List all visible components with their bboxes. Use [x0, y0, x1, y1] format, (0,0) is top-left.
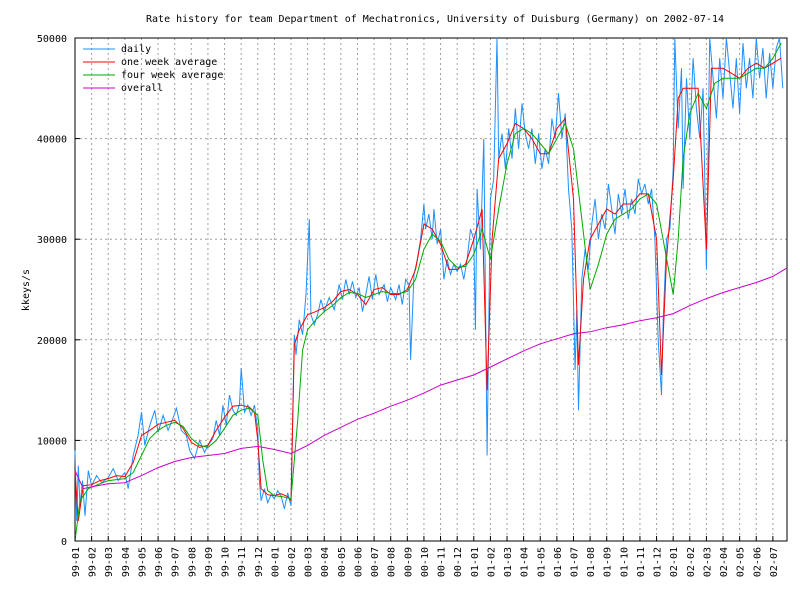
- x-tick-label: 01-02: [486, 547, 497, 577]
- x-tick-label: 00-07: [370, 547, 381, 577]
- x-axis-ticks: 99-01 99-02 99-03 99-04 99-05 99-06 99-07 99-08…: [71, 536, 780, 577]
- legend-label: four week average: [121, 70, 223, 81]
- x-tick-label: 02-06: [752, 547, 763, 577]
- x-tick-label: 02-01: [669, 547, 680, 577]
- series-daily-line: [74, 37, 784, 521]
- chart-title: Rate history for team Department of Mech…: [146, 14, 724, 25]
- x-tick-label: 01-09: [603, 547, 614, 577]
- x-tick-label: 00-04: [320, 547, 331, 577]
- x-tick-label: 99-01: [71, 547, 82, 577]
- grid-lines: [75, 38, 787, 541]
- x-tick-label: 99-04: [121, 547, 132, 577]
- x-tick-label: 01-03: [503, 547, 514, 577]
- x-tick-label: 99-06: [154, 547, 165, 577]
- x-tick-label: 00-11: [437, 547, 448, 577]
- x-tick-label: 00-01: [270, 547, 281, 577]
- x-tick-label: 99-07: [171, 547, 182, 577]
- x-tick-label: 01-10: [619, 547, 630, 577]
- x-tick-label: 00-09: [403, 547, 414, 577]
- x-tick-label: 01-05: [536, 547, 547, 577]
- y-tick-label: 0: [61, 537, 67, 548]
- legend-label: one week average: [121, 57, 217, 68]
- x-tick-label: 99-12: [254, 547, 265, 577]
- y-axis-label: kkeys/s: [21, 269, 32, 311]
- x-tick-label: 02-02: [686, 547, 697, 577]
- x-tick-label: 99-11: [237, 547, 248, 577]
- x-tick-label: 01-04: [520, 547, 531, 577]
- x-tick-label: 02-04: [719, 547, 730, 577]
- legend-label: overall: [121, 83, 163, 94]
- series-one-week-average-line: [74, 57, 782, 521]
- x-tick-label: 01-06: [553, 547, 564, 577]
- legend-label: daily: [121, 44, 151, 55]
- x-tick-label: 01-08: [586, 547, 597, 577]
- series-group: [74, 37, 787, 542]
- x-tick-label: 00-10: [420, 547, 431, 577]
- y-tick-label: 10000: [37, 436, 67, 447]
- x-tick-label: 00-02: [287, 547, 298, 577]
- x-tick-label: 99-02: [88, 547, 99, 577]
- y-tick-label: 20000: [37, 336, 67, 347]
- x-tick-label: 99-09: [204, 547, 215, 577]
- legend: daily one week average four week average ov…: [83, 44, 223, 94]
- x-tick-label: 01-11: [636, 547, 647, 577]
- series-four-week-average-line: [74, 42, 782, 542]
- series-overall-line: [74, 267, 787, 490]
- x-tick-label: 01-01: [470, 547, 481, 577]
- x-tick-label: 00-12: [453, 547, 464, 577]
- x-tick-label: 99-08: [187, 547, 198, 577]
- x-tick-label: 00-05: [337, 547, 348, 577]
- x-tick-label: 99-03: [104, 547, 115, 577]
- x-tick-label: 02-07: [769, 547, 780, 577]
- y-tick-label: 40000: [37, 135, 67, 146]
- x-tick-label: 02-03: [702, 547, 713, 577]
- y-axis-ticks: 0 10000 20000 30000 40000 50000: [37, 34, 80, 548]
- x-tick-label: 01-07: [569, 547, 580, 577]
- plot-area-frame: [74, 37, 788, 542]
- x-tick-label: 99-10: [221, 547, 232, 577]
- x-tick-label: 99-05: [137, 547, 148, 577]
- y-tick-label: 30000: [37, 235, 67, 246]
- x-tick-label: 00-03: [304, 547, 315, 577]
- x-tick-label: 00-06: [353, 547, 364, 577]
- x-tick-label: 00-08: [387, 547, 398, 577]
- x-tick-label: 01-12: [653, 547, 664, 577]
- x-tick-label: 02-05: [736, 547, 747, 577]
- y-tick-label: 50000: [37, 34, 67, 45]
